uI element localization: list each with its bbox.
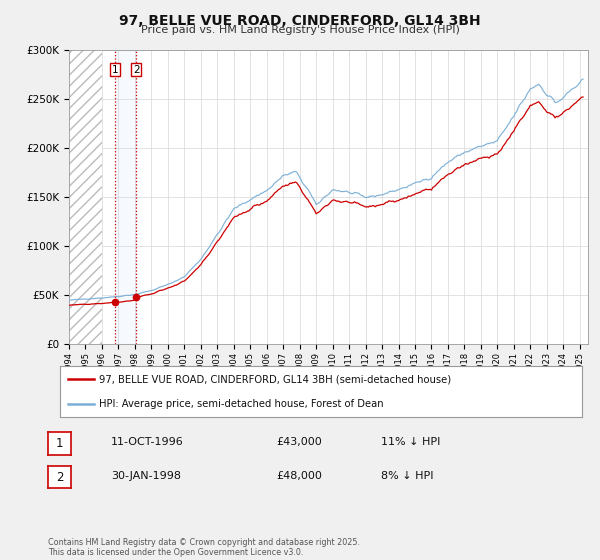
Text: 8% ↓ HPI: 8% ↓ HPI bbox=[381, 471, 433, 481]
Text: £43,000: £43,000 bbox=[276, 437, 322, 447]
Text: Contains HM Land Registry data © Crown copyright and database right 2025.
This d: Contains HM Land Registry data © Crown c… bbox=[48, 538, 360, 557]
Text: 1: 1 bbox=[112, 64, 118, 74]
Text: 11% ↓ HPI: 11% ↓ HPI bbox=[381, 437, 440, 447]
Bar bbox=[115, 50, 136, 344]
Text: 30-JAN-1998: 30-JAN-1998 bbox=[111, 471, 181, 481]
Text: 11-OCT-1996: 11-OCT-1996 bbox=[111, 437, 184, 447]
Text: 2: 2 bbox=[56, 470, 63, 484]
Text: Price paid vs. HM Land Registry's House Price Index (HPI): Price paid vs. HM Land Registry's House … bbox=[140, 25, 460, 35]
Text: 97, BELLE VUE ROAD, CINDERFORD, GL14 3BH (semi-detached house): 97, BELLE VUE ROAD, CINDERFORD, GL14 3BH… bbox=[99, 374, 451, 384]
Text: £48,000: £48,000 bbox=[276, 471, 322, 481]
Bar bbox=[69, 50, 102, 344]
Text: HPI: Average price, semi-detached house, Forest of Dean: HPI: Average price, semi-detached house,… bbox=[99, 399, 384, 409]
Text: 97, BELLE VUE ROAD, CINDERFORD, GL14 3BH: 97, BELLE VUE ROAD, CINDERFORD, GL14 3BH bbox=[119, 14, 481, 28]
Text: 1: 1 bbox=[56, 437, 63, 450]
Text: 2: 2 bbox=[133, 64, 140, 74]
